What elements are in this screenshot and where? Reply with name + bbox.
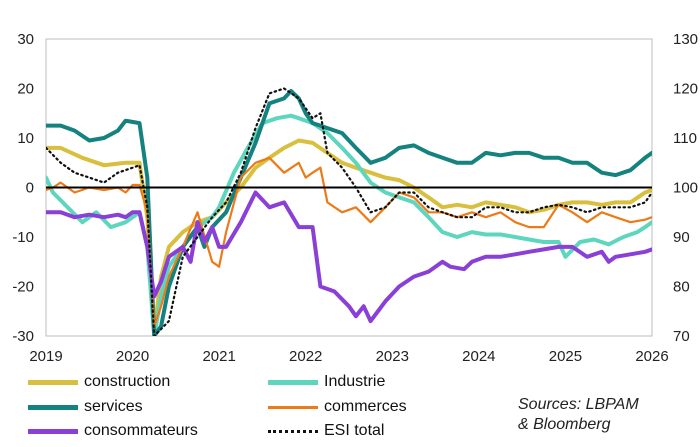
legend-label-services: services: [84, 398, 143, 415]
x-tick: 2019: [29, 348, 62, 365]
legend-label-construction: construction: [84, 373, 171, 390]
x-tick: 2021: [202, 348, 235, 365]
legend-label-industrie: Industrie: [324, 373, 386, 390]
legend-item-services: services: [28, 398, 143, 416]
series-line-construction: [46, 138, 652, 334]
legend-swatch-esi-total: [268, 429, 318, 433]
legend: construction Industrie services commerce…: [0, 366, 700, 446]
x-tick: 2020: [116, 348, 149, 365]
legend-label-esi-total: ESI total: [324, 422, 385, 439]
legend-item-esi-total: ESI total: [268, 422, 384, 440]
legend-label-consommateurs: consommateurs: [84, 422, 198, 439]
source-line-2: & Bloomberg: [518, 416, 611, 433]
y-tick-left: 20: [17, 81, 34, 98]
source-note: Sources: LBPAM & Bloomberg: [518, 395, 698, 435]
y-tick-left: 30: [17, 31, 34, 48]
x-tick: 2023: [376, 348, 409, 365]
y-tick-left: 10: [17, 130, 34, 147]
y-tick-right: 70: [673, 328, 690, 345]
series-line-consommateurs: [46, 190, 652, 324]
x-tick: 2022: [289, 348, 322, 365]
source-line-1: Sources: LBPAM: [518, 396, 639, 413]
y-tick-right: 110: [673, 130, 697, 147]
x-tick: 2025: [549, 348, 582, 365]
legend-swatch-consommateurs: [28, 428, 78, 434]
legend-item-industrie: Industrie: [268, 373, 385, 391]
legend-label-commerces: commerces: [324, 398, 407, 415]
x-tick: 2026: [635, 348, 668, 365]
y-tick-left: -10: [12, 229, 34, 246]
series-line-services: [46, 89, 652, 336]
y-tick-left: 0: [26, 180, 34, 197]
legend-swatch-services: [28, 404, 78, 410]
legend-swatch-industrie: [268, 379, 318, 385]
y-tick-right: 120: [673, 81, 698, 98]
y-tick-right: 80: [673, 279, 690, 296]
y-axis-right: 130 120 110 100 90 80 70: [673, 31, 698, 345]
series-line-commerces: [46, 156, 652, 328]
legend-item-consommateurs: consommateurs: [28, 422, 198, 440]
series-line-industrie: [46, 113, 652, 336]
x-tick: 2024: [462, 348, 495, 365]
y-tick-right: 90: [673, 229, 690, 246]
legend-swatch-commerces: [268, 405, 318, 409]
x-axis: 2019 2020 2021 2022 2023 2024 2025 2026: [29, 348, 668, 365]
legend-swatch-construction: [28, 379, 78, 385]
legend-item-commerces: commerces: [268, 398, 407, 416]
y-tick-left: -20: [12, 279, 34, 296]
legend-item-construction: construction: [28, 373, 170, 391]
series-group: [46, 87, 652, 336]
y-axis-left: 30 20 10 0 -10 -20 -30: [12, 31, 34, 345]
y-tick-right: 100: [673, 180, 698, 197]
y-tick-left: -30: [12, 328, 34, 345]
series-line-esi-total: [46, 87, 652, 336]
y-tick-right: 130: [673, 31, 698, 48]
